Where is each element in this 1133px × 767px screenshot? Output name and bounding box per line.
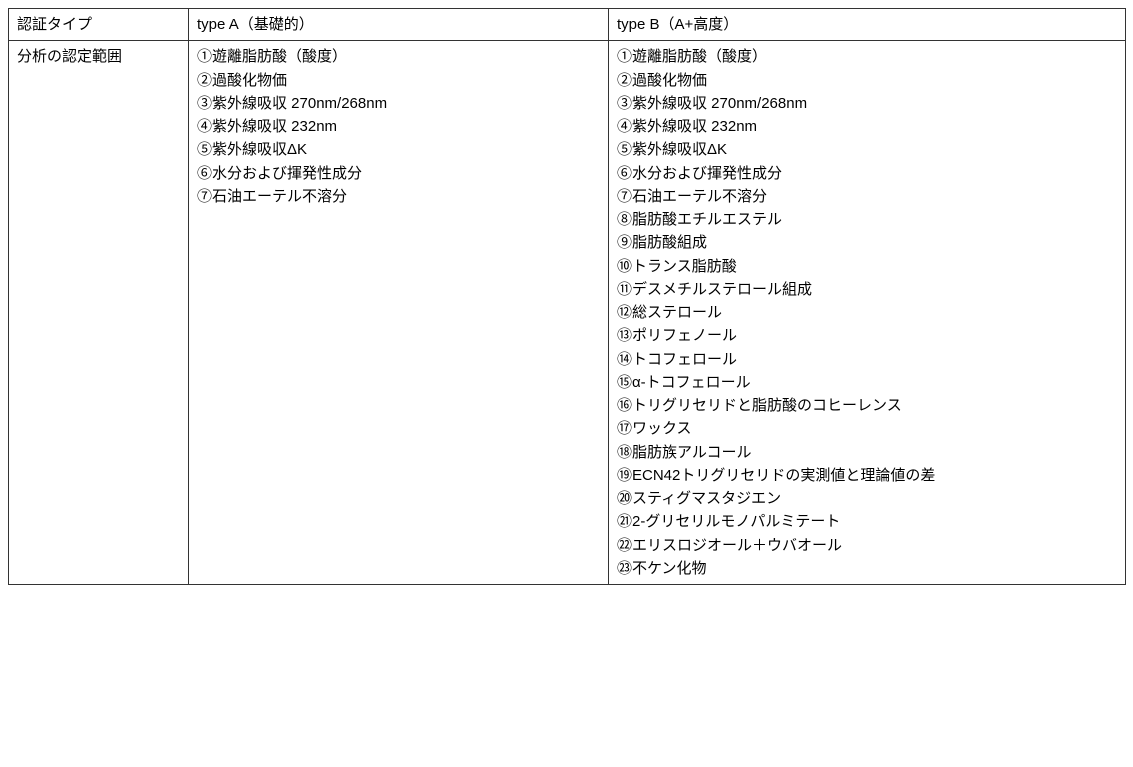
- typeB-item-23: ㉓不ケン化物: [617, 557, 1117, 580]
- body-row: 分析の認定範囲 ①遊離脂肪酸（酸度）②過酸化物価③紫外線吸収 270nm/268…: [9, 41, 1126, 585]
- typeA-cell: ①遊離脂肪酸（酸度）②過酸化物価③紫外線吸収 270nm/268nm④紫外線吸収…: [189, 41, 609, 585]
- typeB-item-18: ⑱脂肪族アルコール: [617, 441, 1117, 464]
- typeA-item-1: ①遊離脂肪酸（酸度）: [197, 45, 600, 68]
- typeB-item-17: ⑰ワックス: [617, 417, 1117, 440]
- header-col1: 認証タイプ: [9, 9, 189, 41]
- header-col2: type A（基礎的）: [189, 9, 609, 41]
- typeB-item-16: ⑯トリグリセリドと脂肪酸のコヒーレンス: [617, 394, 1117, 417]
- typeB-item-12: ⑫総ステロール: [617, 301, 1117, 324]
- typeB-item-21: ㉑2-グリセリルモノパルミテート: [617, 510, 1117, 533]
- row-label: 分析の認定範囲: [9, 41, 189, 585]
- typeB-item-1: ①遊離脂肪酸（酸度）: [617, 45, 1117, 68]
- typeB-item-13: ⑬ポリフェノール: [617, 324, 1117, 347]
- typeB-item-3: ③紫外線吸収 270nm/268nm: [617, 92, 1117, 115]
- typeB-item-8: ⑧脂肪酸エチルエステル: [617, 208, 1117, 231]
- typeB-item-19: ⑲ECN42トリグリセリドの実測値と理論値の差: [617, 464, 1117, 487]
- typeA-item-7: ⑦石油エーテル不溶分: [197, 185, 600, 208]
- header-col3: type B（A+高度）: [609, 9, 1126, 41]
- typeB-item-9: ⑨脂肪酸組成: [617, 231, 1117, 254]
- typeA-item-3: ③紫外線吸収 270nm/268nm: [197, 92, 600, 115]
- typeB-item-4: ④紫外線吸収 232nm: [617, 115, 1117, 138]
- typeB-item-14: ⑭トコフェロール: [617, 348, 1117, 371]
- typeB-item-15: ⑮α-トコフェロール: [617, 371, 1117, 394]
- typeA-item-5: ⑤紫外線吸収ΔK: [197, 138, 600, 161]
- typeB-item-20: ⑳スティグマスタジエン: [617, 487, 1117, 510]
- certification-table: 認証タイプ type A（基礎的） type B（A+高度） 分析の認定範囲 ①…: [8, 8, 1126, 585]
- typeB-cell: ①遊離脂肪酸（酸度）②過酸化物価③紫外線吸収 270nm/268nm④紫外線吸収…: [609, 41, 1126, 585]
- typeA-item-2: ②過酸化物価: [197, 69, 600, 92]
- typeB-item-22: ㉒エリスロジオール＋ウバオール: [617, 534, 1117, 557]
- typeA-item-4: ④紫外線吸収 232nm: [197, 115, 600, 138]
- typeB-item-2: ②過酸化物価: [617, 69, 1117, 92]
- typeB-item-6: ⑥水分および揮発性成分: [617, 162, 1117, 185]
- typeB-item-7: ⑦石油エーテル不溶分: [617, 185, 1117, 208]
- header-row: 認証タイプ type A（基礎的） type B（A+高度）: [9, 9, 1126, 41]
- typeB-item-10: ⑩トランス脂肪酸: [617, 255, 1117, 278]
- typeB-item-11: ⑪デスメチルステロール組成: [617, 278, 1117, 301]
- typeA-item-6: ⑥水分および揮発性成分: [197, 162, 600, 185]
- typeB-item-5: ⑤紫外線吸収ΔK: [617, 138, 1117, 161]
